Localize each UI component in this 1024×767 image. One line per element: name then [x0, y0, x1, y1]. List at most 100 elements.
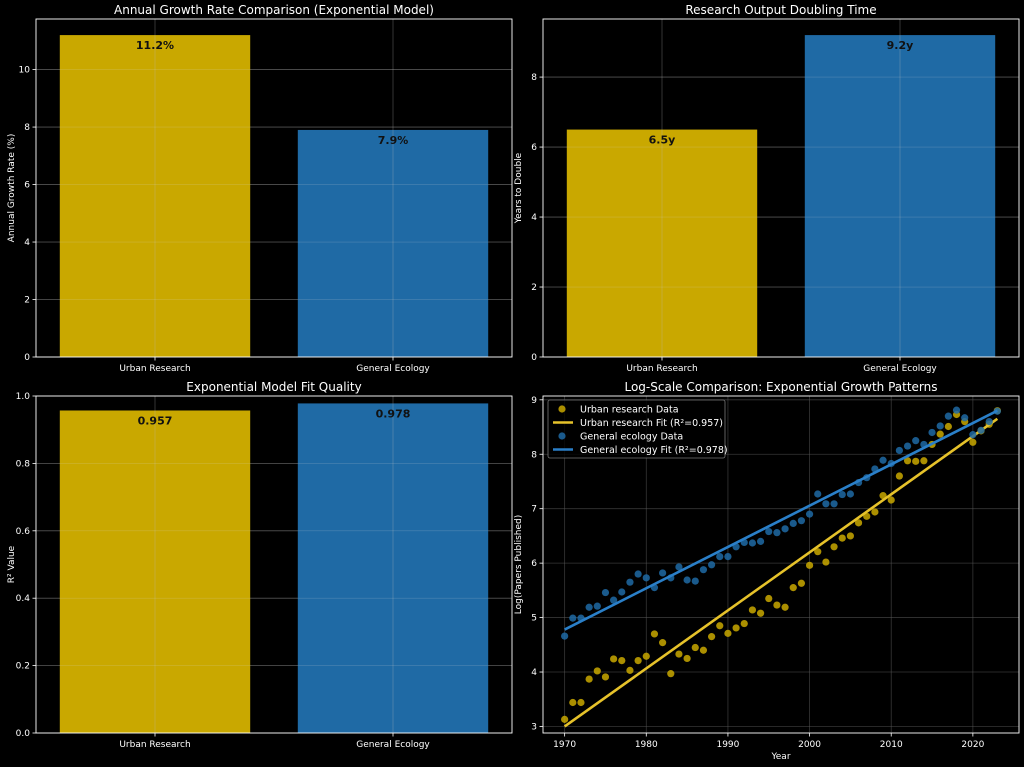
data-point	[895, 472, 903, 480]
y-tick-label: 4	[24, 238, 30, 248]
data-point	[626, 578, 634, 586]
x-tick-label: General Ecology	[356, 364, 430, 374]
data-point	[716, 622, 724, 630]
bar-general-ecology	[297, 403, 489, 733]
bar-urban-research	[59, 35, 251, 357]
data-point	[977, 426, 985, 434]
legend: Urban research Data Urban research Fit (R…	[547, 399, 728, 459]
y-tick-label: 8	[531, 73, 537, 83]
data-point	[838, 490, 846, 499]
y-tick-label: 8	[24, 123, 30, 133]
data-point	[569, 698, 577, 707]
data-point	[805, 510, 814, 518]
data-point	[716, 553, 724, 561]
data-point	[650, 630, 659, 638]
data-point	[626, 666, 634, 674]
data-point	[789, 519, 797, 527]
data-point	[756, 537, 765, 545]
data-point	[708, 633, 716, 641]
data-point	[846, 490, 854, 498]
data-point	[683, 576, 691, 584]
data-point	[854, 519, 863, 527]
chart-growth: Annual Growth Rate Comparison (Exponenti…	[7, 3, 513, 374]
fit-line	[563, 417, 999, 728]
y-tick-label: 3	[531, 722, 537, 732]
legend-label: Urban research Fit (R²=0.957)	[580, 418, 723, 429]
y-tick-label: 7	[531, 505, 537, 515]
plot-frame	[35, 18, 513, 358]
x-tick-label: 1980	[635, 740, 658, 750]
y-tick-label: 0.4	[16, 594, 31, 604]
x-tick-label: Urban Research	[626, 364, 697, 374]
y-tick-label: 0.2	[16, 662, 30, 672]
data-point	[912, 437, 920, 445]
chart-doubling: Research Output Doubling Time 0 2 4 6 8 6.5y 9.…	[514, 3, 1020, 374]
data-point	[691, 577, 699, 585]
data-point	[797, 517, 806, 525]
x-tick-label: 2000	[798, 740, 821, 750]
y-tick-label: 10	[19, 66, 31, 76]
bar-value-label: 9.2y	[887, 39, 914, 52]
data-point	[732, 624, 740, 632]
y-tick-label: 4	[531, 213, 537, 223]
data-point	[699, 566, 708, 574]
data-point	[659, 639, 667, 647]
data-point	[601, 673, 610, 681]
data-point	[822, 558, 830, 566]
data-point	[659, 569, 667, 577]
data-point	[805, 561, 814, 569]
data-point	[561, 632, 569, 640]
data-point	[961, 414, 969, 422]
data-point	[789, 584, 797, 592]
data-point	[642, 574, 650, 582]
fit-line	[564, 409, 998, 631]
data-point	[667, 670, 675, 678]
x-tick-label: 1990	[716, 740, 739, 750]
data-point	[593, 602, 601, 610]
data-point	[944, 422, 952, 431]
x-tick-label: 2020	[961, 740, 984, 750]
bar-general-ecology	[804, 35, 996, 357]
bar-value-label: 11.2%	[136, 39, 174, 52]
data-point	[887, 496, 895, 504]
chart-title: Log-Scale Comparison: Exponential Growth…	[624, 380, 937, 394]
data-point	[928, 428, 936, 437]
data-point	[756, 609, 765, 617]
data-point	[781, 525, 789, 533]
y-axis-label: Years to Double	[514, 152, 524, 224]
data-point	[936, 422, 944, 430]
legend-marker	[558, 432, 566, 440]
data-point	[618, 588, 626, 596]
data-point	[879, 456, 887, 464]
legend-label: Urban research Data	[580, 405, 679, 416]
y-axis-label: Annual Growth Rate (%)	[7, 134, 17, 243]
data-point	[618, 656, 626, 665]
legend-label: General ecology Fit (R²=0.978)	[580, 445, 728, 456]
y-tick-label: 6	[531, 559, 537, 569]
bar-value-label: 6.5y	[649, 134, 676, 147]
y-tick-label: 4	[531, 668, 537, 678]
chart-r2: Exponential Model Fit Quality 0.0 0.2 0.4 0.…	[7, 380, 513, 750]
y-tick-label: 2	[531, 283, 537, 293]
data-point	[797, 579, 806, 587]
data-point	[985, 417, 993, 426]
series-general-ecology-data	[561, 406, 1001, 640]
data-point	[781, 603, 789, 611]
data-point	[708, 561, 716, 569]
data-point	[871, 508, 879, 516]
data-point	[944, 412, 952, 420]
data-point	[610, 596, 618, 604]
data-point	[814, 548, 822, 556]
x-tick-label: 2010	[880, 740, 903, 750]
data-point	[773, 601, 781, 609]
y-tick-label: 0	[531, 353, 537, 363]
x-tick-label: Urban Research	[119, 364, 190, 374]
y-tick-label: 8	[531, 450, 537, 460]
data-point	[691, 643, 699, 652]
chart-title: Research Output Doubling Time	[685, 3, 876, 17]
bar-general-ecology	[297, 129, 489, 357]
data-point	[748, 539, 757, 547]
data-point	[912, 457, 920, 465]
data-point	[561, 715, 569, 723]
data-point	[683, 654, 691, 663]
